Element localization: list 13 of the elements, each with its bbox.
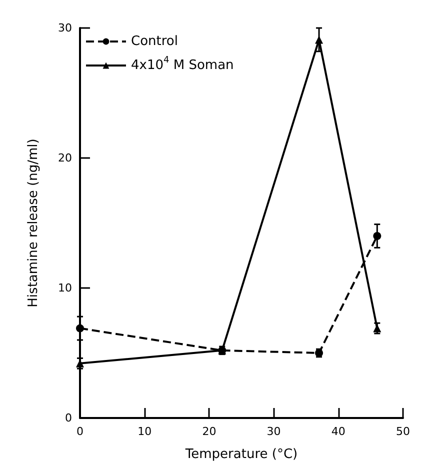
legend-label: Control <box>131 34 178 49</box>
x-tick-label: 50 <box>396 425 410 438</box>
x-tick-label: 20 <box>202 425 216 438</box>
y-tick-label: 10 <box>58 282 72 294</box>
y-tick-label: 20 <box>58 152 72 164</box>
y-axis-title: Histamine release (ng/ml) <box>26 138 41 308</box>
x-tick-label: 40 <box>331 425 346 438</box>
x-tick-label: 30 <box>266 425 281 438</box>
x-tick-label: 10 <box>138 425 152 438</box>
y-tick-label: 30 <box>58 22 72 34</box>
x-axis-title: Temperature (°C) <box>184 447 298 462</box>
x-tick-label: 0 <box>76 425 84 438</box>
y-tick-label: 0 <box>65 412 72 424</box>
